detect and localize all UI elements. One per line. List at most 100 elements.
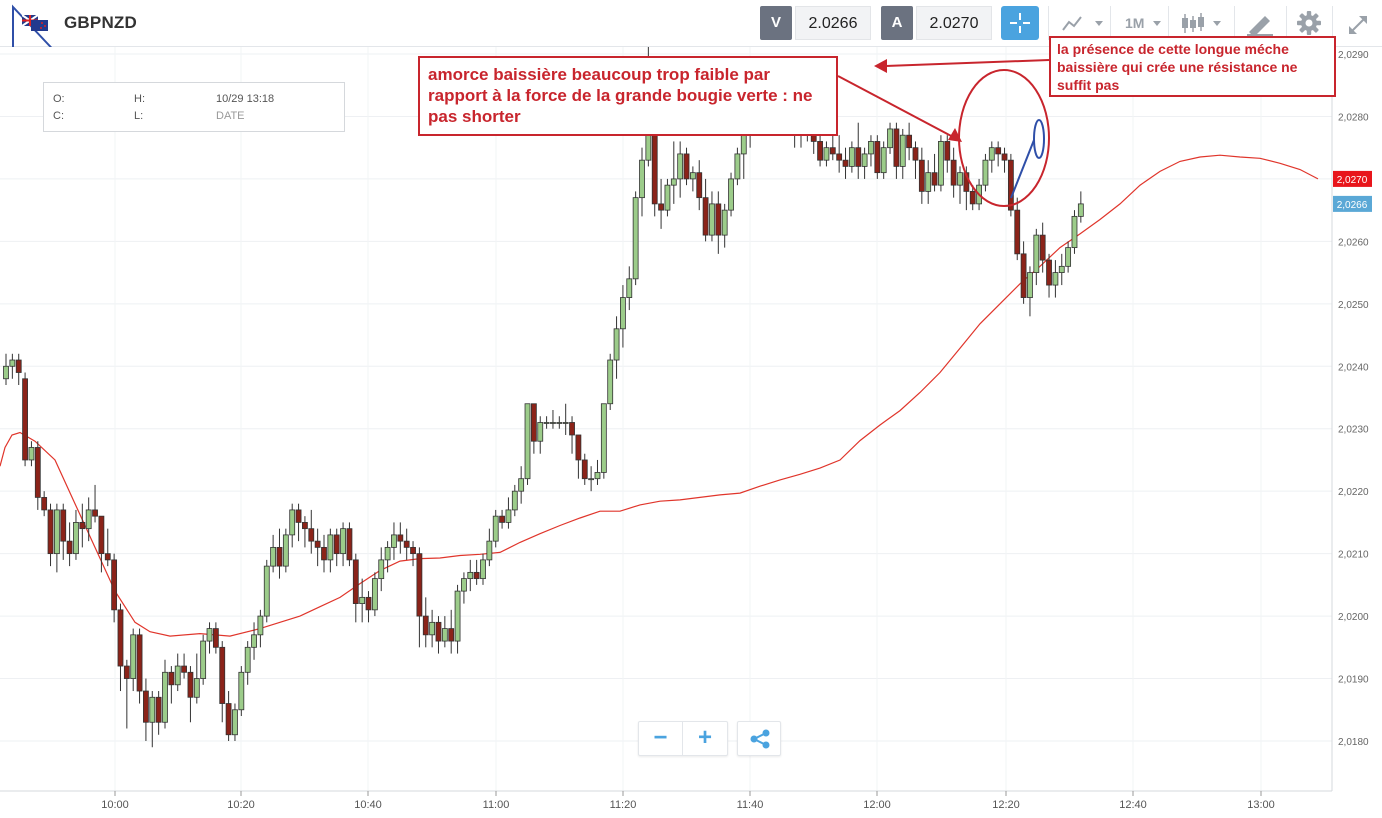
candle-body xyxy=(365,596,372,611)
arrow-to-circle xyxy=(837,75,956,139)
candle-body xyxy=(251,634,257,648)
candle xyxy=(149,691,156,748)
candle xyxy=(193,653,200,704)
candle xyxy=(15,353,22,386)
candle xyxy=(429,609,436,648)
candle xyxy=(34,441,41,510)
candle-body xyxy=(969,190,976,205)
expand-icon xyxy=(1349,16,1367,34)
candle-body xyxy=(556,422,563,424)
draw-tool-button[interactable] xyxy=(1234,6,1286,40)
candle-body xyxy=(696,172,703,199)
candle-body xyxy=(295,509,302,523)
candle-body xyxy=(244,646,251,673)
candle xyxy=(880,141,887,179)
candle xyxy=(212,622,219,654)
sell-price[interactable]: 2.0266 xyxy=(795,6,871,40)
settings-button[interactable] xyxy=(1286,6,1332,40)
chart-type-button[interactable] xyxy=(1048,6,1110,40)
candle xyxy=(861,147,868,179)
period-button[interactable]: 1M xyxy=(1110,6,1168,40)
candle-body xyxy=(817,141,823,161)
zoom-in-button[interactable]: + xyxy=(697,724,712,751)
candle-body xyxy=(92,509,98,517)
candle xyxy=(995,141,1002,167)
candle xyxy=(104,528,111,567)
candle xyxy=(715,191,722,254)
candle xyxy=(677,141,684,198)
candle xyxy=(1020,241,1027,304)
candle-body xyxy=(639,159,645,199)
candle xyxy=(912,141,919,179)
candle xyxy=(73,509,79,560)
y-tick-label: 2,0280 xyxy=(1338,112,1369,123)
candle xyxy=(1071,210,1078,254)
crosshair-button[interactable] xyxy=(1001,6,1039,40)
candle xyxy=(613,316,620,379)
candle-body xyxy=(327,534,334,561)
candle xyxy=(111,553,118,623)
ask-price-tag xyxy=(1333,170,1372,187)
sell-label[interactable]: V xyxy=(760,6,792,40)
candle xyxy=(47,503,54,567)
candle-body xyxy=(887,128,893,149)
candle xyxy=(581,453,588,485)
candle-body xyxy=(473,571,480,580)
candle xyxy=(282,528,289,573)
candle-body xyxy=(1065,247,1072,267)
candle-body xyxy=(893,128,900,167)
candle-body xyxy=(461,578,467,592)
date-label: DATE xyxy=(216,110,245,122)
blue-pointer-line xyxy=(1010,139,1035,199)
candle-body xyxy=(709,203,715,236)
share-button[interactable] xyxy=(737,721,781,756)
zoom-out-button[interactable]: − xyxy=(639,722,683,755)
candle-body xyxy=(200,640,207,679)
candle xyxy=(696,160,703,211)
candle xyxy=(41,491,48,517)
crosshair-icon xyxy=(1010,13,1030,33)
candle xyxy=(543,416,550,429)
candle-body xyxy=(543,422,550,424)
buy-price[interactable]: 2.0270 xyxy=(916,6,992,40)
buy-label[interactable]: A xyxy=(881,6,913,40)
candle xyxy=(728,172,734,217)
candle-body xyxy=(950,159,957,186)
price-chart[interactable]: 2,0180 2,0190 2,0200 2,0210 2,0220 2,0230 2,02… xyxy=(0,47,1382,818)
candle xyxy=(391,522,397,560)
candle xyxy=(98,515,105,573)
candle xyxy=(181,653,187,679)
candle xyxy=(276,528,283,579)
period-label: 1M xyxy=(1125,15,1145,31)
candle-body xyxy=(111,559,118,611)
candle xyxy=(454,584,461,654)
candle xyxy=(346,522,353,567)
candle-body xyxy=(66,540,73,555)
fullscreen-button[interactable] xyxy=(1332,6,1382,40)
candle xyxy=(492,509,499,548)
candle xyxy=(321,534,327,573)
candle-body xyxy=(664,184,671,211)
candle xyxy=(893,122,900,179)
candle xyxy=(448,609,455,654)
candle xyxy=(969,185,976,211)
bid-price-tag xyxy=(1333,195,1372,212)
candle-body xyxy=(702,197,709,236)
candle xyxy=(562,403,569,435)
candle xyxy=(1058,253,1065,286)
open-label: O: xyxy=(53,93,65,105)
candle xyxy=(906,122,913,161)
candle xyxy=(658,178,664,229)
candlestick-button[interactable] xyxy=(1168,6,1234,40)
candle-body xyxy=(28,447,35,461)
candle xyxy=(1039,222,1046,273)
candle-body xyxy=(155,696,162,723)
candle-body xyxy=(448,628,455,642)
candle xyxy=(1077,191,1084,223)
candle xyxy=(327,528,334,573)
candle-body xyxy=(1020,253,1027,298)
candle-body xyxy=(1046,259,1052,286)
candle xyxy=(683,147,690,186)
y-tick-label: 2,0210 xyxy=(1338,550,1369,561)
candle-body xyxy=(333,534,340,555)
